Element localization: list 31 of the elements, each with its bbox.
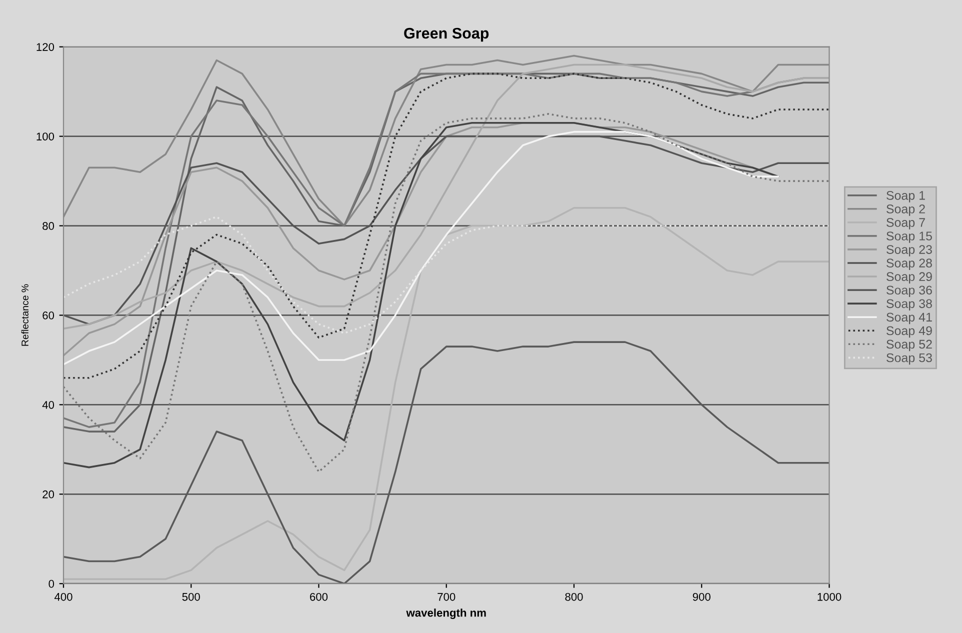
legend-label: Soap 49 [886,326,932,338]
legend-label: Soap 15 [886,232,932,243]
x-tick-label: 1000 [818,592,842,601]
line-series [63,64,830,330]
y-tick-label: 0 [48,580,54,588]
legend-label: Soap 52 [886,340,932,352]
y-tick-label: 120 [36,43,54,51]
legend-label: Soap 38 [886,299,932,311]
chart-title: Green Soap [404,28,489,42]
legend-label: Soap 36 [886,286,932,298]
x-tick-label: 900 [692,592,710,601]
legend-label: Soap 41 [886,312,932,324]
y-tick-label: 20 [42,490,54,498]
legend-label: Soap 53 [886,353,932,365]
legend-label: Soap 7 [886,218,925,230]
x-tick-label: 700 [438,592,456,601]
x-tick-label: 400 [54,592,72,601]
y-tick-label: 60 [42,312,54,320]
x-tick-label: 500 [182,592,200,601]
legend-label: Soap 2 [886,204,925,216]
legend-label: Soap 1 [886,191,925,202]
x-tick-label: 600 [310,592,328,601]
x-axis-title: wavelength nm [406,608,486,619]
legend-label: Soap 23 [886,245,932,256]
legend-label: Soap 28 [886,258,932,270]
y-tick-label: 40 [42,400,54,409]
y-axis-title: Reflectance % [21,284,28,346]
y-tick-label: 100 [36,132,54,140]
y-tick-label: 80 [42,222,54,230]
legend-label: Soap 29 [886,272,932,284]
x-tick-label: 800 [565,592,583,601]
